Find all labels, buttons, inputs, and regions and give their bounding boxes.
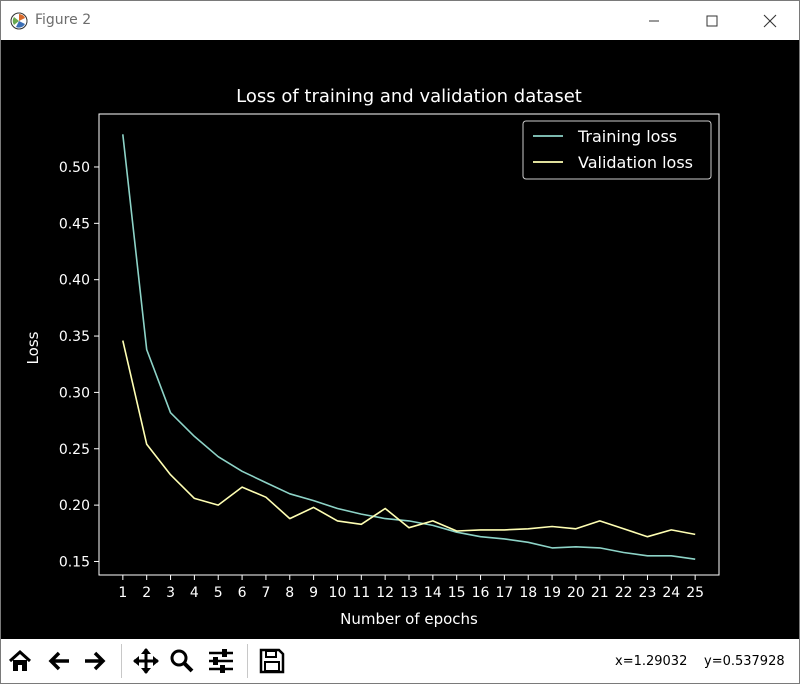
x-tick-label: 8 bbox=[285, 585, 294, 601]
maximize-icon bbox=[706, 15, 718, 26]
configure-subplots-button[interactable] bbox=[206, 646, 236, 676]
x-tick-label: 1 bbox=[118, 585, 127, 601]
title-bar: Figure 2 bbox=[1, 1, 799, 40]
legend-label: Training loss bbox=[577, 127, 677, 146]
y-tick-label: 0.20 bbox=[59, 498, 90, 514]
maximize-button[interactable] bbox=[683, 1, 741, 40]
x-axis-label: Number of epochs bbox=[340, 610, 478, 628]
forward-button[interactable] bbox=[80, 646, 110, 676]
forward-arrow-icon bbox=[85, 651, 106, 671]
x-tick-label: 14 bbox=[424, 585, 442, 601]
cursor-y-readout: y=0.537928 bbox=[704, 654, 785, 669]
chart-title: Loss of training and validation dataset bbox=[236, 86, 582, 107]
legend-label: Validation loss bbox=[578, 153, 693, 172]
x-tick-label: 6 bbox=[238, 585, 247, 601]
y-tick-label: 0.50 bbox=[59, 160, 90, 176]
y-tick-label: 0.35 bbox=[59, 329, 90, 345]
legend-box bbox=[522, 120, 712, 180]
x-tick-label: 2 bbox=[142, 585, 151, 601]
x-tick-label: 20 bbox=[567, 585, 585, 601]
legend: Training loss Validation loss bbox=[522, 120, 712, 180]
y-tick-label: 0.25 bbox=[59, 442, 90, 458]
close-icon bbox=[763, 14, 777, 27]
pan-move-icon bbox=[133, 648, 159, 674]
save-button[interactable] bbox=[257, 646, 287, 676]
figure-canvas[interactable]: Loss of training and validation dataset … bbox=[1, 40, 799, 639]
x-tick-label: 18 bbox=[519, 585, 537, 601]
series-lines bbox=[122, 134, 696, 560]
matplotlib-icon bbox=[10, 12, 28, 30]
home-button[interactable] bbox=[5, 646, 35, 676]
validation-loss-line bbox=[122, 340, 696, 538]
x-tick-label: 25 bbox=[686, 585, 704, 601]
toolbar-separator bbox=[121, 644, 122, 678]
x-tick-label: 7 bbox=[261, 585, 270, 601]
y-tick-label: 0.15 bbox=[59, 554, 90, 570]
x-tick-label: 9 bbox=[309, 585, 318, 601]
x-tick-label: 24 bbox=[662, 585, 680, 601]
x-tick-label: 5 bbox=[214, 585, 223, 601]
toolbar-separator bbox=[247, 644, 248, 678]
x-tick-label: 10 bbox=[329, 585, 347, 601]
x-tick-label: 16 bbox=[472, 585, 490, 601]
y-axis-label: Loss bbox=[24, 331, 42, 364]
close-button[interactable] bbox=[741, 1, 799, 40]
x-tick-label: 22 bbox=[615, 585, 633, 601]
back-arrow-icon bbox=[48, 651, 69, 671]
cursor-x-readout: x=1.29032 bbox=[615, 654, 688, 669]
loss-chart: Loss of training and validation dataset … bbox=[24, 86, 720, 628]
x-tick-label: 19 bbox=[543, 585, 561, 601]
x-tick-label: 4 bbox=[190, 585, 199, 601]
x-tick-label: 11 bbox=[352, 585, 370, 601]
window-title: Figure 2 bbox=[35, 12, 92, 28]
zoom-magnifier-icon bbox=[170, 649, 194, 673]
x-tick-label: 17 bbox=[495, 585, 513, 601]
x-tick-label: 12 bbox=[376, 585, 394, 601]
zoom-button[interactable] bbox=[167, 646, 197, 676]
minimize-button[interactable] bbox=[625, 1, 683, 40]
navigation-toolbar: x=1.29032 y=0.537928 bbox=[1, 639, 799, 683]
x-tick-label: 15 bbox=[448, 585, 466, 601]
y-tick-label: 0.30 bbox=[59, 385, 90, 401]
y-tick-label: 0.45 bbox=[59, 216, 90, 232]
axis-ticks: 1 2 3 4 5 6 7 8 9 10 11 12 13 14 15 16 17 18 19 20 21 22 23 24 2… bbox=[59, 160, 704, 601]
subplots-config-icon bbox=[209, 649, 233, 673]
home-icon bbox=[8, 649, 32, 671]
x-tick-label: 3 bbox=[166, 585, 175, 601]
training-loss-line bbox=[122, 134, 696, 560]
minimize-icon bbox=[649, 20, 659, 21]
y-tick-label: 0.40 bbox=[59, 273, 90, 289]
save-floppy-icon bbox=[259, 648, 285, 674]
x-tick-label: 13 bbox=[400, 585, 418, 601]
pan-button[interactable] bbox=[131, 646, 161, 676]
x-tick-label: 21 bbox=[591, 585, 609, 601]
x-tick-label: 23 bbox=[639, 585, 657, 601]
back-button[interactable] bbox=[44, 646, 74, 676]
plot-frame bbox=[98, 113, 720, 576]
